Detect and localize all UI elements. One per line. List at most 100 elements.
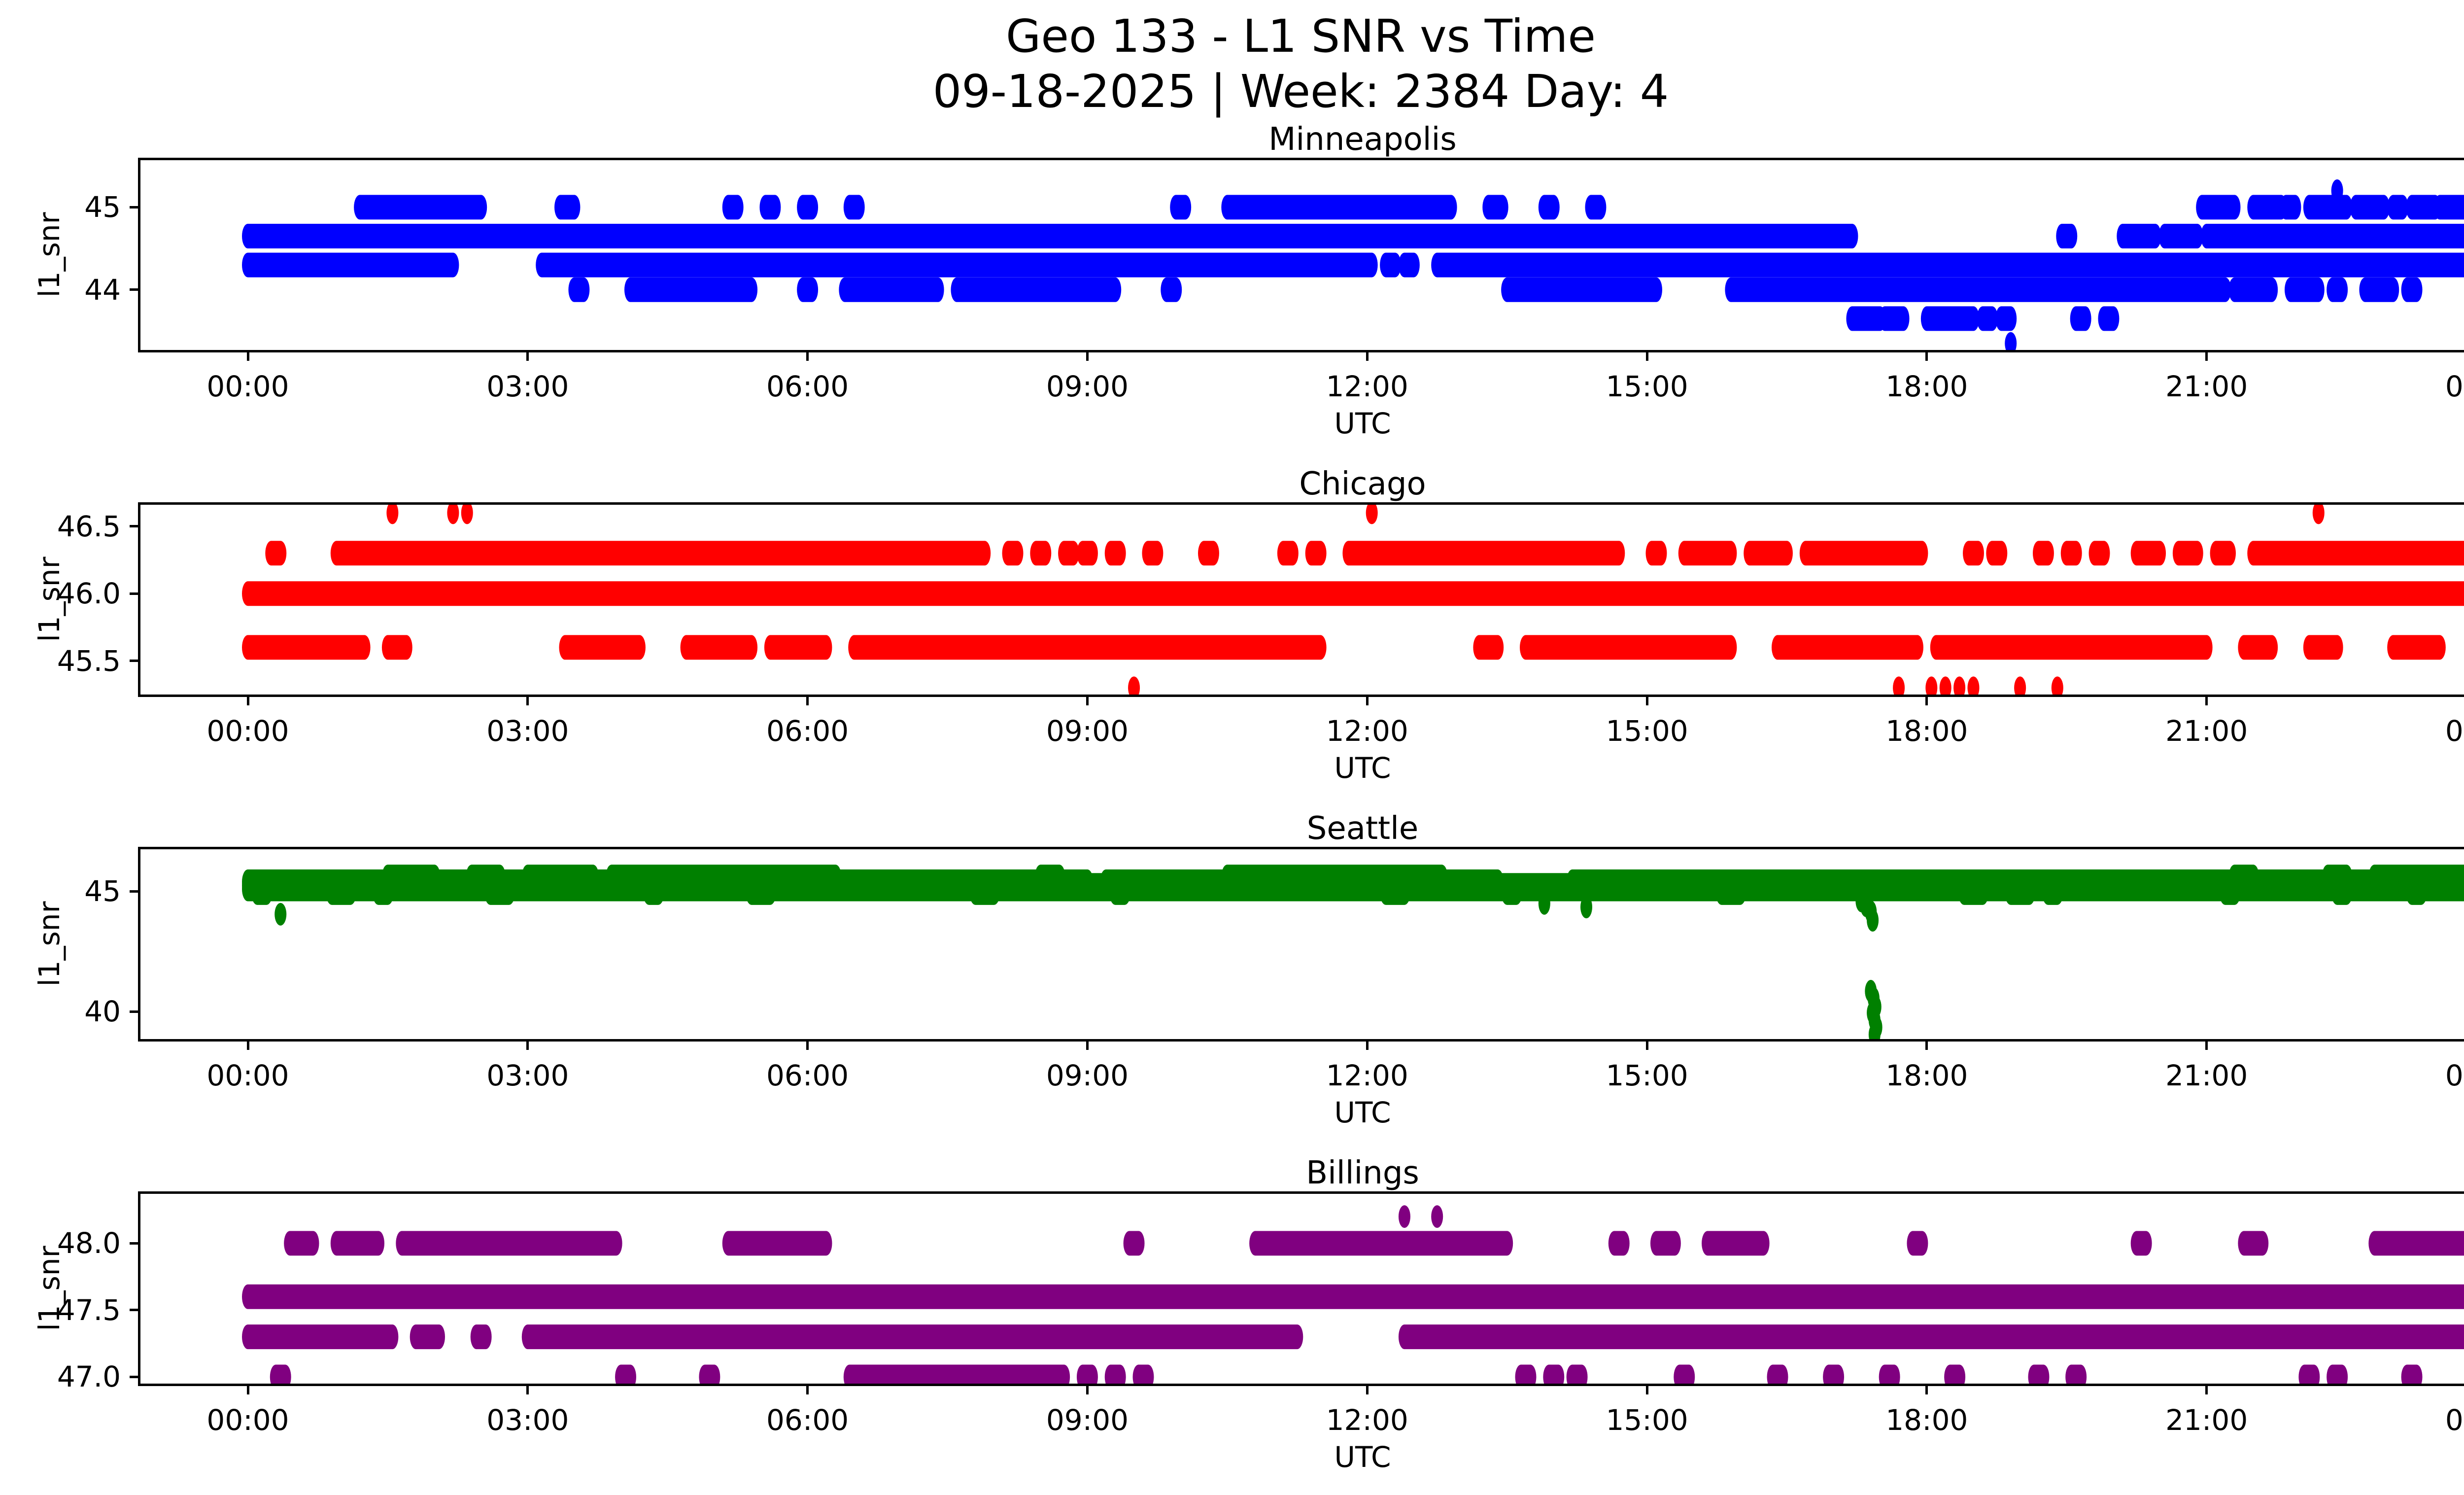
scatter-band (1473, 635, 1504, 660)
scatter-band (2098, 306, 2120, 331)
plot-area (138, 1191, 2464, 1386)
figure-title-line2: 09-18-2025 | Week: 2384 Day: 4 (932, 65, 1669, 118)
scatter-point (1893, 676, 1905, 695)
x-tick-label: 03:00 (486, 370, 569, 403)
scatter-band (1920, 306, 1980, 331)
scatter-band (2210, 541, 2236, 566)
x-tick-mark (1645, 695, 1648, 705)
x-tick-mark (806, 1384, 809, 1394)
x-tick-label: 21:00 (2165, 1403, 2248, 1437)
scatter-band (1608, 1231, 1630, 1256)
scatter-band (759, 195, 781, 220)
scatter-band (1501, 277, 1662, 302)
scatter-band (1515, 1364, 1537, 1384)
x-tick-label: 00:00 (206, 1403, 289, 1437)
scatter-band (396, 1231, 622, 1256)
scatter-band (624, 277, 758, 302)
scatter-point (1967, 676, 1980, 695)
scatter-band (1799, 541, 1928, 566)
scatter-point (1366, 505, 1378, 524)
x-tick-label: 12:00 (1326, 1059, 1408, 1092)
scatter-point (386, 505, 399, 524)
x-tick-label: 06:00 (766, 370, 849, 403)
scatter-band (2238, 635, 2278, 660)
x-tick-mark (246, 695, 249, 705)
scatter-band (1076, 541, 1098, 566)
scatter-canvas (242, 505, 2464, 695)
subplot-title: Chicago (1299, 466, 1426, 502)
scatter-band (2056, 224, 2078, 248)
scatter-band (699, 1364, 720, 1384)
scatter-band (2359, 277, 2399, 302)
scatter-band (1002, 541, 1024, 566)
scatter-band (643, 880, 664, 905)
x-tick-label: 15:00 (1606, 1403, 1688, 1437)
subplot-seattle: Seattle l1_snr UTC 00:00 03:00 06:00 09:00 1… (0, 807, 2464, 1152)
y-tick-label: 46.5 (57, 509, 121, 543)
x-tick-label: 09:00 (1046, 1059, 1129, 1092)
scatter-band (1678, 541, 1737, 566)
scatter-band (1585, 195, 1607, 220)
scatter-band (2028, 1364, 2050, 1384)
scatter-band (2406, 195, 2441, 220)
x-tick-label: 12:00 (1326, 370, 1408, 403)
scatter-band (242, 224, 1858, 248)
subplot-title: Minneapolis (1268, 121, 1457, 158)
scatter-band (1277, 541, 1299, 566)
scatter-band (2401, 277, 2423, 302)
scatter-band (848, 635, 1327, 660)
scatter-band (284, 1231, 319, 1256)
x-tick-label: 15:00 (1606, 1059, 1688, 1092)
scatter-band (1198, 541, 1219, 566)
scatter-canvas (242, 865, 2464, 1039)
scatter-band (1566, 1364, 1588, 1384)
scatter-point (1868, 1023, 1881, 1039)
x-tick-mark (1086, 350, 1089, 361)
scatter-band (2433, 195, 2464, 220)
scatter-band (2088, 541, 2110, 566)
scatter-band (1161, 277, 1182, 302)
scatter-point (1953, 676, 1966, 695)
y-axis-label: l1_snr (33, 901, 66, 987)
y-tick-label: 40 (84, 995, 121, 1029)
x-tick-mark (246, 1384, 249, 1394)
x-tick-mark (1925, 1384, 1928, 1394)
scatter-band (1543, 1364, 1565, 1384)
x-tick-label: 09:00 (1046, 714, 1129, 748)
scatter-band (1963, 541, 1984, 566)
scatter-band (2065, 1364, 2087, 1384)
scatter-point (1431, 1205, 1443, 1228)
x-tick-mark (1366, 695, 1369, 705)
scatter-band (1645, 541, 1667, 566)
x-axis-label: UTC (1334, 407, 1391, 440)
x-tick-mark (246, 1039, 249, 1050)
scatter-band (2219, 880, 2241, 905)
scatter-band (1538, 195, 1560, 220)
scatter-band (2238, 1231, 2269, 1256)
scatter-band (1715, 880, 1746, 905)
y-tick-label: 45 (84, 874, 121, 908)
scatter-band (1725, 277, 2231, 302)
scatter-band (2005, 880, 2036, 905)
plot-area (138, 502, 2464, 697)
x-tick-mark (1925, 350, 1928, 361)
scatter-band (2060, 541, 2082, 566)
scatter-band (1519, 635, 1737, 660)
scatter-point (2051, 676, 2063, 695)
scatter-point (2005, 332, 2017, 350)
scatter-band (2327, 1364, 2348, 1384)
scatter-band (2303, 635, 2343, 660)
plot-area (138, 158, 2464, 352)
scatter-band (242, 876, 2464, 902)
scatter-band (2303, 195, 2353, 220)
scatter-point (1925, 676, 1938, 695)
scatter-band (1342, 541, 1625, 566)
scatter-band (2327, 277, 2348, 302)
x-tick-label: 03:00 (486, 714, 569, 748)
scatter-band (1995, 306, 2017, 331)
x-tick-label: 12:00 (1326, 1403, 1408, 1437)
x-tick-mark (1645, 350, 1648, 361)
scatter-band (1398, 252, 1420, 278)
scatter-band (242, 581, 2464, 606)
x-tick-mark (806, 695, 809, 705)
